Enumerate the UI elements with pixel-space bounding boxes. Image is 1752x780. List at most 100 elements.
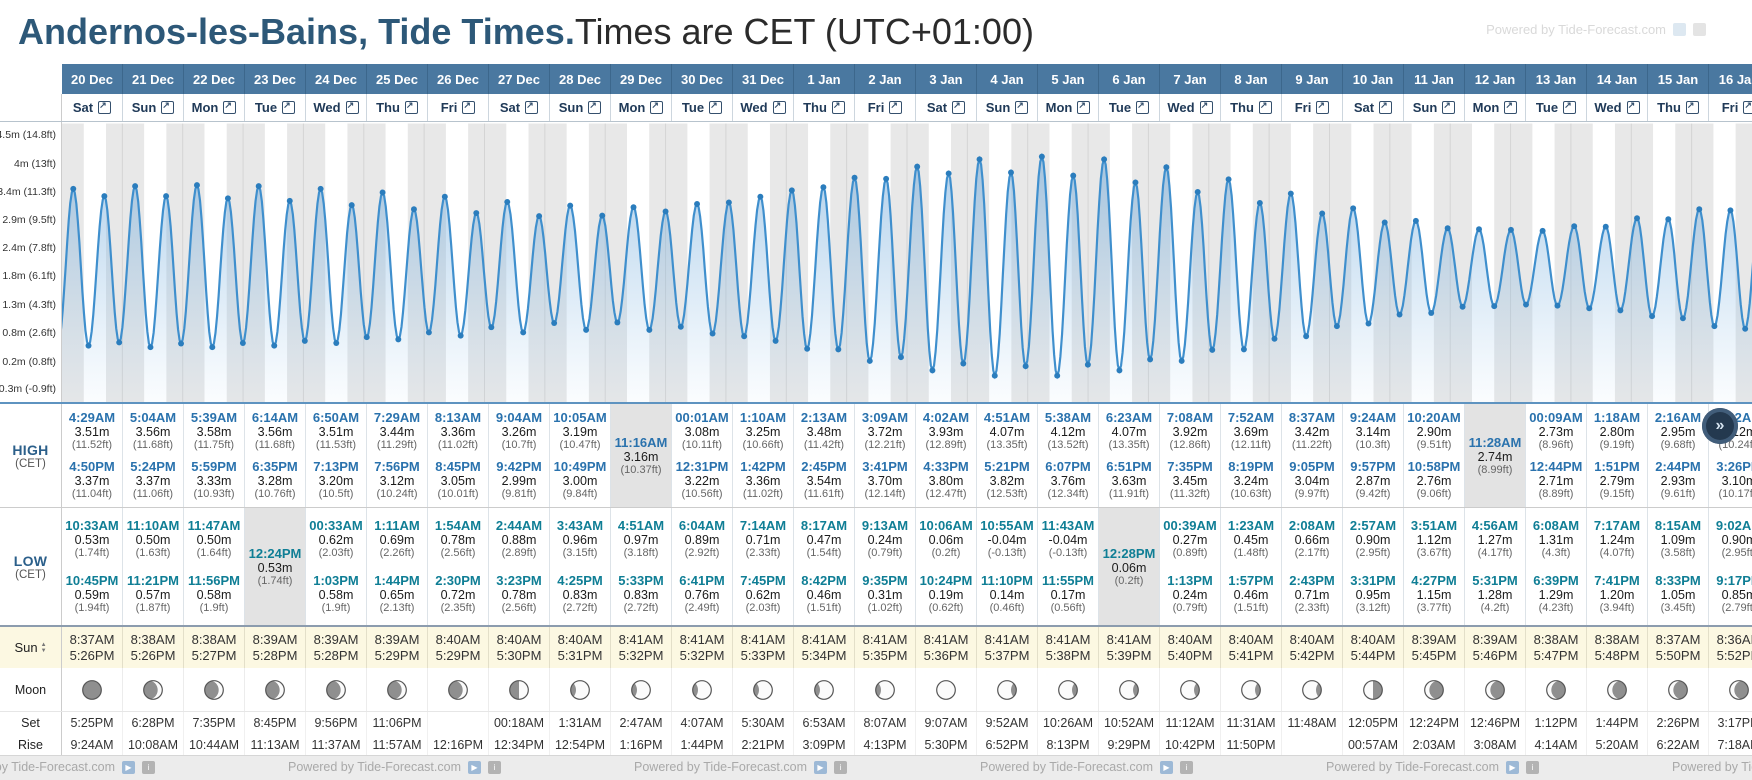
weekday-cell-25-Dec[interactable]: Thu [367,94,428,121]
tide-time: 3:41PM [862,458,908,474]
weekday-cell-16-Jan[interactable]: Fri [1709,94,1752,121]
expand-day-icon[interactable] [1015,100,1029,114]
low-tide-cell-13-Jan: 6:08AM 1.31m (4.3ft) 6:39PM 1.29m (4.23ft) [1526,508,1587,625]
expand-day-icon[interactable] [1199,100,1213,114]
expand-day-icon[interactable] [98,100,112,114]
expand-day-icon[interactable] [1504,100,1518,114]
tide-entry: 9:04AM 3.26m (10.7ft) [489,410,549,452]
tide-entry: 5:24PM 3.37m (11.06ft) [123,459,183,501]
tide-entry: 1:57PM 0.46m (1.51ft) [1221,573,1281,615]
tide-height-ft: (2.72ft) [562,602,598,615]
expand-day-icon[interactable] [404,100,418,114]
tide-time: 10:49PM [553,458,607,474]
weekday-cell-1-Jan[interactable]: Thu [794,94,855,121]
moonset-row: Set 5:25PM 6:28PM 7:35PM 8:45PM 9:56PM 11:06P… [0,711,1752,734]
sunrise-time: 8:39AM [1411,631,1457,647]
sunset-time: 5:52PM [1716,647,1752,663]
tide-height-m: 0.58m [318,588,354,603]
expand-day-icon[interactable] [772,100,786,114]
moonrise-time: 12:34PM [489,734,550,755]
expand-day-icon[interactable] [282,100,296,114]
tide-time: 11:10PM [980,573,1034,589]
weekday-cell-31-Dec[interactable]: Wed [733,94,794,121]
weekday-cell-11-Jan[interactable]: Sun [1404,94,1465,121]
moon-cell-14-Jan [1587,668,1648,711]
expand-day-icon[interactable] [1626,100,1640,114]
expand-day-icon[interactable] [889,100,903,114]
expand-day-icon[interactable] [161,100,175,114]
expand-day-icon[interactable] [1563,100,1577,114]
expand-day-icon[interactable] [1442,100,1456,114]
expand-day-icon[interactable] [462,100,476,114]
sunset-time: 5:26PM [130,647,176,663]
weekday-cell-15-Jan[interactable]: Thu [1648,94,1709,121]
moon-cell-9-Jan [1282,668,1343,711]
expand-day-icon[interactable] [1743,100,1752,114]
sun-cell-4-Jan: 8:41AM 5:37PM [977,627,1038,668]
tide-time: 11:21PM [126,573,180,589]
weekday-cell-21-Dec[interactable]: Sun [123,94,184,121]
weekday-cell-3-Jan[interactable]: Sat [916,94,977,121]
tide-height-ft: (10.47ft) [559,439,601,452]
weekday-cell-4-Jan[interactable]: Sun [977,94,1038,121]
expand-day-icon[interactable] [1136,100,1150,114]
expand-day-icon[interactable] [1077,100,1091,114]
tide-height-ft: (9.84ft) [562,487,598,500]
tide-height-ft: (4.23ft) [1538,602,1574,615]
weekday-cell-23-Dec[interactable]: Tue [245,94,306,121]
weekday-cell-5-Jan[interactable]: Mon [1038,94,1099,121]
tide-height-m: 3.33m [196,473,232,488]
low-tide-cell-22-Dec: 11:47AM 0.50m (1.64ft) 11:56PM 0.58m (1.9ft) [184,508,245,625]
tide-chart-section: 4.5m (14.8ft) 4m (13ft) 3.4m (11.3ft) 2.9m … [0,122,1752,404]
weekday-cell-14-Jan[interactable]: Wed [1587,94,1648,121]
high-tide-cell-27-Dec: 9:04AM 3.26m (10.7ft) 9:42PM 2.99m (9.81ft) [489,404,550,507]
expand-day-icon[interactable] [952,100,966,114]
moonrise-time: 9:24AM [62,734,123,755]
weekday-cell-28-Dec[interactable]: Sun [550,94,611,121]
weekday-cell-2-Jan[interactable]: Fri [855,94,916,121]
expand-day-icon[interactable] [1379,100,1393,114]
weekday-cell-9-Jan[interactable]: Fri [1282,94,1343,121]
weekday-cell-7-Jan[interactable]: Wed [1160,94,1221,121]
weekday-cell-8-Jan[interactable]: Thu [1221,94,1282,121]
weekday-cell-12-Jan[interactable]: Mon [1465,94,1526,121]
sun-cell-26-Dec: 8:40AM 5:29PM [428,627,489,668]
weekday-cell-29-Dec[interactable]: Mon [611,94,672,121]
weekday-cell-6-Jan[interactable]: Tue [1099,94,1160,121]
tide-time: 11:28AM [1468,434,1522,450]
expand-day-icon[interactable] [345,100,359,114]
footer-watermark: Powered by Tide-Forecast.com ▶ i [1326,760,1539,774]
weekday-cell-10-Jan[interactable]: Sat [1343,94,1404,121]
tide-time: 12:24PM [248,545,302,561]
tide-height-ft: (2.33ft) [745,546,781,559]
expand-day-icon[interactable] [1316,100,1330,114]
sunset-time: 5:29PM [374,647,420,663]
tide-time: 4:56AM [1471,517,1519,533]
expand-day-icon[interactable] [1258,100,1272,114]
weekday-cell-24-Dec[interactable]: Wed [306,94,367,121]
weekday-cell-22-Dec[interactable]: Mon [184,94,245,121]
weekday-cell-13-Jan[interactable]: Tue [1526,94,1587,121]
expand-day-icon[interactable] [223,100,237,114]
tide-height-ft: (11.04ft) [71,487,113,500]
weekday-cell-30-Dec[interactable]: Tue [672,94,733,121]
tide-time: 4:29AM [68,410,116,426]
tide-entry: 2:44PM 2.93m (9.61ft) [1648,459,1708,501]
expand-day-icon[interactable] [709,100,723,114]
weekday-cell-26-Dec[interactable]: Fri [428,94,489,121]
next-page-button[interactable]: » [1702,408,1738,444]
weekday-cell-20-Dec[interactable]: Sat [62,94,123,121]
tide-height-m: 2.99m [501,473,537,488]
sun-cell-13-Jan: 8:38AM 5:47PM [1526,627,1587,668]
weekday-cell-27-Dec[interactable]: Sat [489,94,550,121]
expand-day-icon[interactable] [1685,100,1699,114]
tide-entry: 3:31PM 0.95m (3.12ft) [1343,573,1403,615]
expand-day-icon[interactable] [588,100,602,114]
tide-height-ft: (2.33ft) [1294,602,1330,615]
expand-day-icon[interactable] [525,100,539,114]
expand-day-icon[interactable] [831,100,845,114]
moonset-time: 00:18AM [489,712,550,734]
tide-height-m: 0.69m [379,532,415,547]
tide-height-ft: (3.12ft) [1355,602,1391,615]
expand-day-icon[interactable] [650,100,664,114]
